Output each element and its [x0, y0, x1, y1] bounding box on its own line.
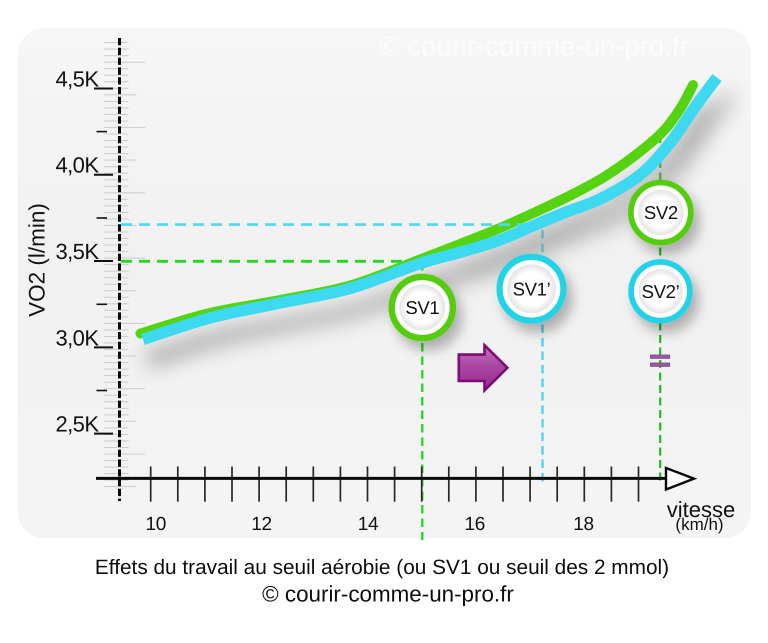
svg-text:SV1: SV1: [405, 297, 439, 318]
svg-text:4,5K: 4,5K: [55, 66, 99, 91]
svg-text:VO2 (l/min): VO2 (l/min): [25, 203, 50, 317]
svg-text:10: 10: [146, 514, 167, 535]
svg-text:2,5K: 2,5K: [55, 412, 99, 437]
svg-text:18: 18: [573, 514, 594, 535]
svg-text:© courir-comme-un-pro.fr: © courir-comme-un-pro.fr: [379, 31, 688, 62]
svg-text:14: 14: [358, 514, 379, 535]
svg-text:Effets du travail au seuil aér: Effets du travail au seuil aérobie (ou S…: [95, 556, 669, 579]
svg-text:SV1’: SV1’: [513, 278, 551, 299]
svg-text:4,0K: 4,0K: [55, 153, 99, 178]
svg-text:3,0K: 3,0K: [55, 325, 99, 350]
svg-text:SV2: SV2: [644, 202, 678, 223]
svg-text:SV2’: SV2’: [642, 281, 680, 302]
svg-text:vitesse: vitesse: [667, 497, 735, 522]
svg-text:16: 16: [465, 514, 486, 535]
svg-text:© courir-comme-un-pro.fr: © courir-comme-un-pro.fr: [262, 582, 514, 607]
svg-text:(km/h): (km/h): [675, 515, 723, 534]
svg-text:12: 12: [251, 514, 272, 535]
svg-text:3,5K: 3,5K: [55, 239, 99, 264]
